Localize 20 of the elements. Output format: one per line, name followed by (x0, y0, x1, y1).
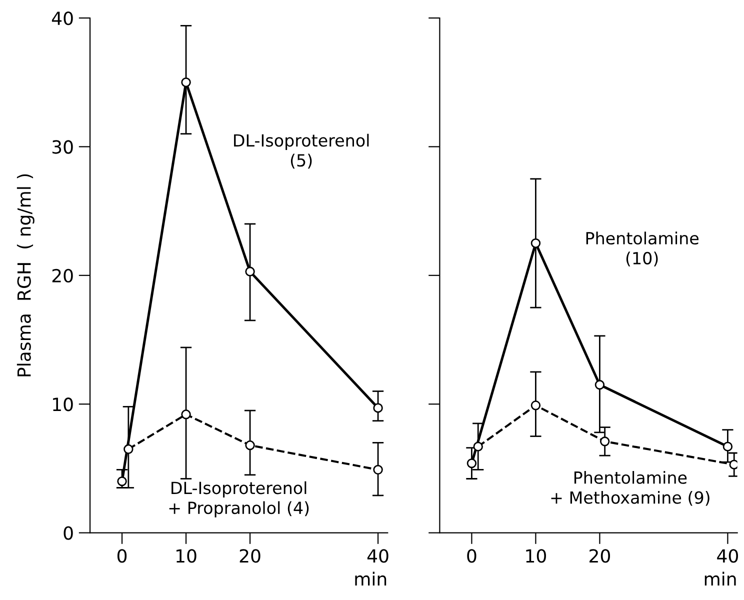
y-tick-label: 10 (53, 398, 73, 412)
x-tick-label: 10 (526, 549, 546, 563)
x-tick-label: 20 (590, 549, 610, 563)
x-tick-label: 0 (117, 549, 127, 563)
y-axis-title: Plasma RGH ( ng/ml ) (16, 174, 34, 376)
x-tick-label: 40 (717, 549, 738, 563)
y-tick-label: 20 (52, 268, 73, 283)
x-tick-label: 40 (367, 549, 388, 563)
y-tick-label: 0 (64, 526, 73, 540)
x-tick-label: 10 (176, 549, 196, 563)
x-axis-title: min (355, 572, 386, 586)
y-tick-label: 30 (52, 140, 73, 154)
series-label: Phentolamine + Methoxamine (9) (551, 471, 710, 506)
series-label: DL-Isoproterenol + Propranolol (4) (169, 481, 309, 518)
x-tick-label: 0 (467, 549, 476, 563)
text: Phentolamine (10) (586, 232, 699, 266)
series-label: DL-Isoproterenol (5) (234, 134, 369, 169)
x-axis-title: min (704, 572, 736, 586)
y-tick-label: 40 (52, 11, 73, 26)
x-tick-label: 20 (240, 549, 260, 563)
